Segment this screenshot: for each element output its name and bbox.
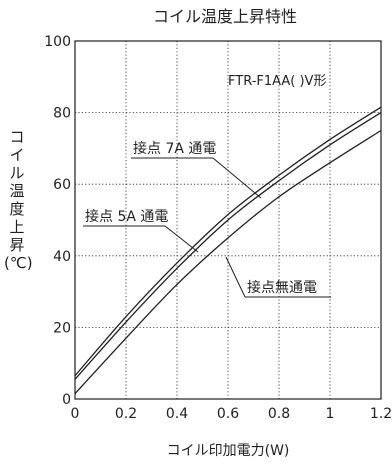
x-tick-label: 0.4 — [166, 406, 188, 422]
x-tick-label: 0.8 — [268, 406, 290, 422]
y-axis-label: コ イ ル 温 度 上 昇 (℃) — [4, 128, 33, 272]
series-lines — [74, 106, 382, 395]
x-tick-label: 0.2 — [115, 406, 137, 422]
y-axis-label-char: 上 — [9, 218, 25, 236]
y-tick-label: 40 — [53, 249, 71, 265]
chart-title: コイル温度上昇特性 — [153, 7, 297, 26]
x-axis-label: コイル印加電力(W) — [167, 443, 290, 459]
x-tick-label: 1 — [326, 406, 335, 422]
series-line-7a — [74, 106, 382, 377]
y-tick-label: 20 — [53, 320, 71, 336]
series-label-none: 接点無通電 — [247, 279, 317, 296]
x-tick-label: 0 — [71, 406, 80, 422]
y-tick-label: 0 — [62, 392, 71, 408]
y-tick-labels: 0 20 40 60 80 100 — [44, 34, 71, 408]
leader-none-pointer — [225, 256, 246, 298]
y-tick-label: 60 — [53, 177, 71, 193]
series-line-none — [74, 129, 382, 395]
y-axis-label-char: ル — [9, 164, 25, 182]
label-leaders — [83, 157, 331, 298]
y-axis-label-char: 昇 — [9, 236, 25, 254]
chart-subtitle: FTR-F1AA( )V形 — [228, 74, 326, 89]
y-tick-label: 80 — [53, 106, 71, 122]
leader-5a — [83, 225, 199, 253]
y-axis-label-char: 温 — [9, 182, 25, 200]
y-axis-unit: (℃) — [4, 254, 33, 272]
x-tick-label: 0.6 — [217, 406, 239, 422]
y-axis-label-char: イ — [9, 146, 25, 164]
y-axis-label-char: 度 — [9, 200, 25, 218]
y-tick-label: 100 — [44, 34, 71, 50]
series-line-5a — [74, 112, 382, 380]
leader-7a — [131, 157, 262, 199]
x-tick-label: 1.2 — [370, 406, 392, 422]
series-label-5a: 接点 5A 通電 — [85, 208, 168, 225]
series-label-7a: 接点 7A 通電 — [133, 140, 216, 157]
y-axis-label-char: コ — [9, 128, 25, 146]
x-tick-labels: 0 0.2 0.4 0.6 0.8 1 1.2 — [71, 406, 392, 422]
plot-frame — [74, 40, 382, 400]
